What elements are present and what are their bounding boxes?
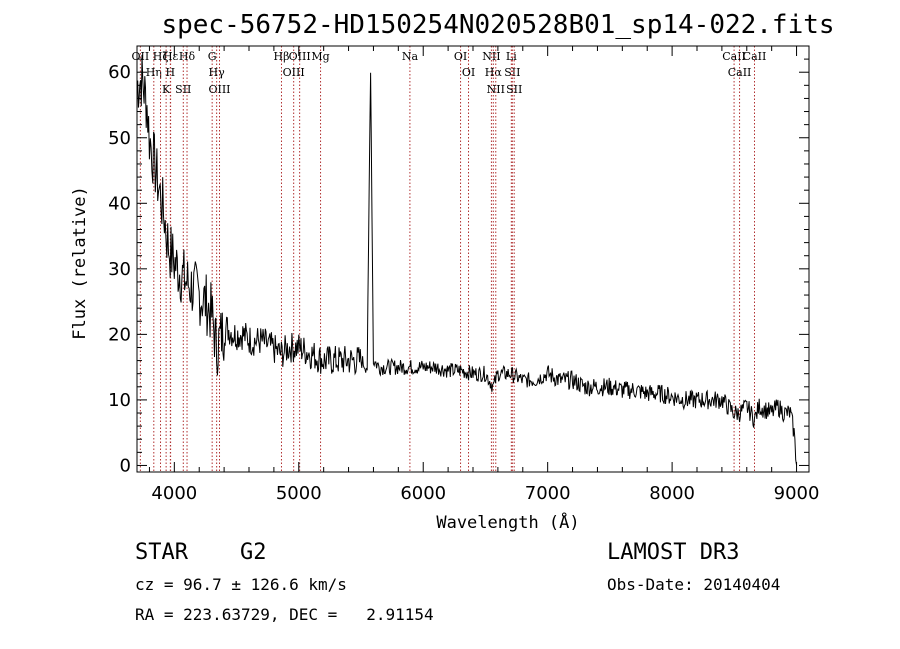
- spectral-line-label: Hα: [485, 66, 503, 79]
- spectral-line-label: OIII: [283, 66, 305, 79]
- spectral-line-label: CaII: [728, 66, 752, 79]
- spectral-line-label: G: [208, 50, 217, 63]
- object-class: STAR: [135, 540, 188, 565]
- spectrum-line: [136, 54, 798, 466]
- spectral-line-label: OIII: [289, 50, 311, 63]
- y-axis-title: Flux (relative): [70, 186, 90, 340]
- y-tick-label: 20: [108, 324, 131, 345]
- spectral-line-label: NII: [487, 83, 505, 96]
- y-tick-label: 40: [108, 193, 131, 214]
- y-tick-label: 60: [108, 62, 131, 83]
- spectral-line-label: Li: [506, 50, 517, 63]
- spectral-line-label: Hδ: [179, 50, 196, 63]
- spectral-line-label: K: [162, 83, 171, 96]
- spectral-line-label: NII: [482, 50, 500, 63]
- spectral-line-label: Hγ: [209, 66, 226, 79]
- object-subclass: G2: [240, 540, 267, 565]
- spectral-line-label: SII: [506, 83, 522, 96]
- spectral-line-label: OI: [454, 50, 467, 63]
- chart-title: spec-56752-HD150254N020528B01_sp14-022.f…: [161, 10, 834, 40]
- survey-name: LAMOST DR3: [607, 540, 740, 565]
- spectral-line-label: SII: [504, 66, 520, 79]
- y-tick-label: 50: [108, 128, 131, 149]
- spectral-line-label: SII: [175, 83, 191, 96]
- spectral-line-label: H: [166, 66, 176, 79]
- spectral-line-label: OI: [462, 66, 475, 79]
- y-tick-label: 30: [108, 259, 131, 280]
- redshift-info: cz = 96.7 ± 126.6 km/s: [135, 575, 347, 594]
- x-tick-label: 6000: [400, 483, 446, 504]
- spectral-line-label: OII: [132, 50, 150, 63]
- x-tick-label: 4000: [151, 483, 197, 504]
- spectral-line-label: Hζ: [153, 50, 169, 63]
- y-tick-label: 10: [108, 390, 131, 411]
- x-tick-label: 7000: [525, 483, 571, 504]
- coordinates: RA = 223.63729, DEC = 2.91154: [135, 605, 434, 624]
- spectral-line-label: Hη: [146, 66, 162, 79]
- x-axis-title: Wavelength (Å): [436, 511, 579, 533]
- spectral-line-label: Na: [402, 50, 419, 63]
- spectral-line-label: CaII: [743, 50, 767, 63]
- y-tick-label: 0: [120, 455, 131, 476]
- x-tick-label: 9000: [774, 483, 820, 504]
- observation-date: Obs-Date: 20140404: [607, 575, 781, 594]
- spectral-line-label: Hε: [163, 50, 179, 63]
- x-tick-label: 5000: [276, 483, 322, 504]
- spectral-line-label: OIII: [208, 83, 230, 96]
- x-tick-label: 8000: [649, 483, 695, 504]
- spectral-line-label: Mg: [311, 50, 329, 63]
- spectral-line-label: Hβ: [274, 50, 290, 63]
